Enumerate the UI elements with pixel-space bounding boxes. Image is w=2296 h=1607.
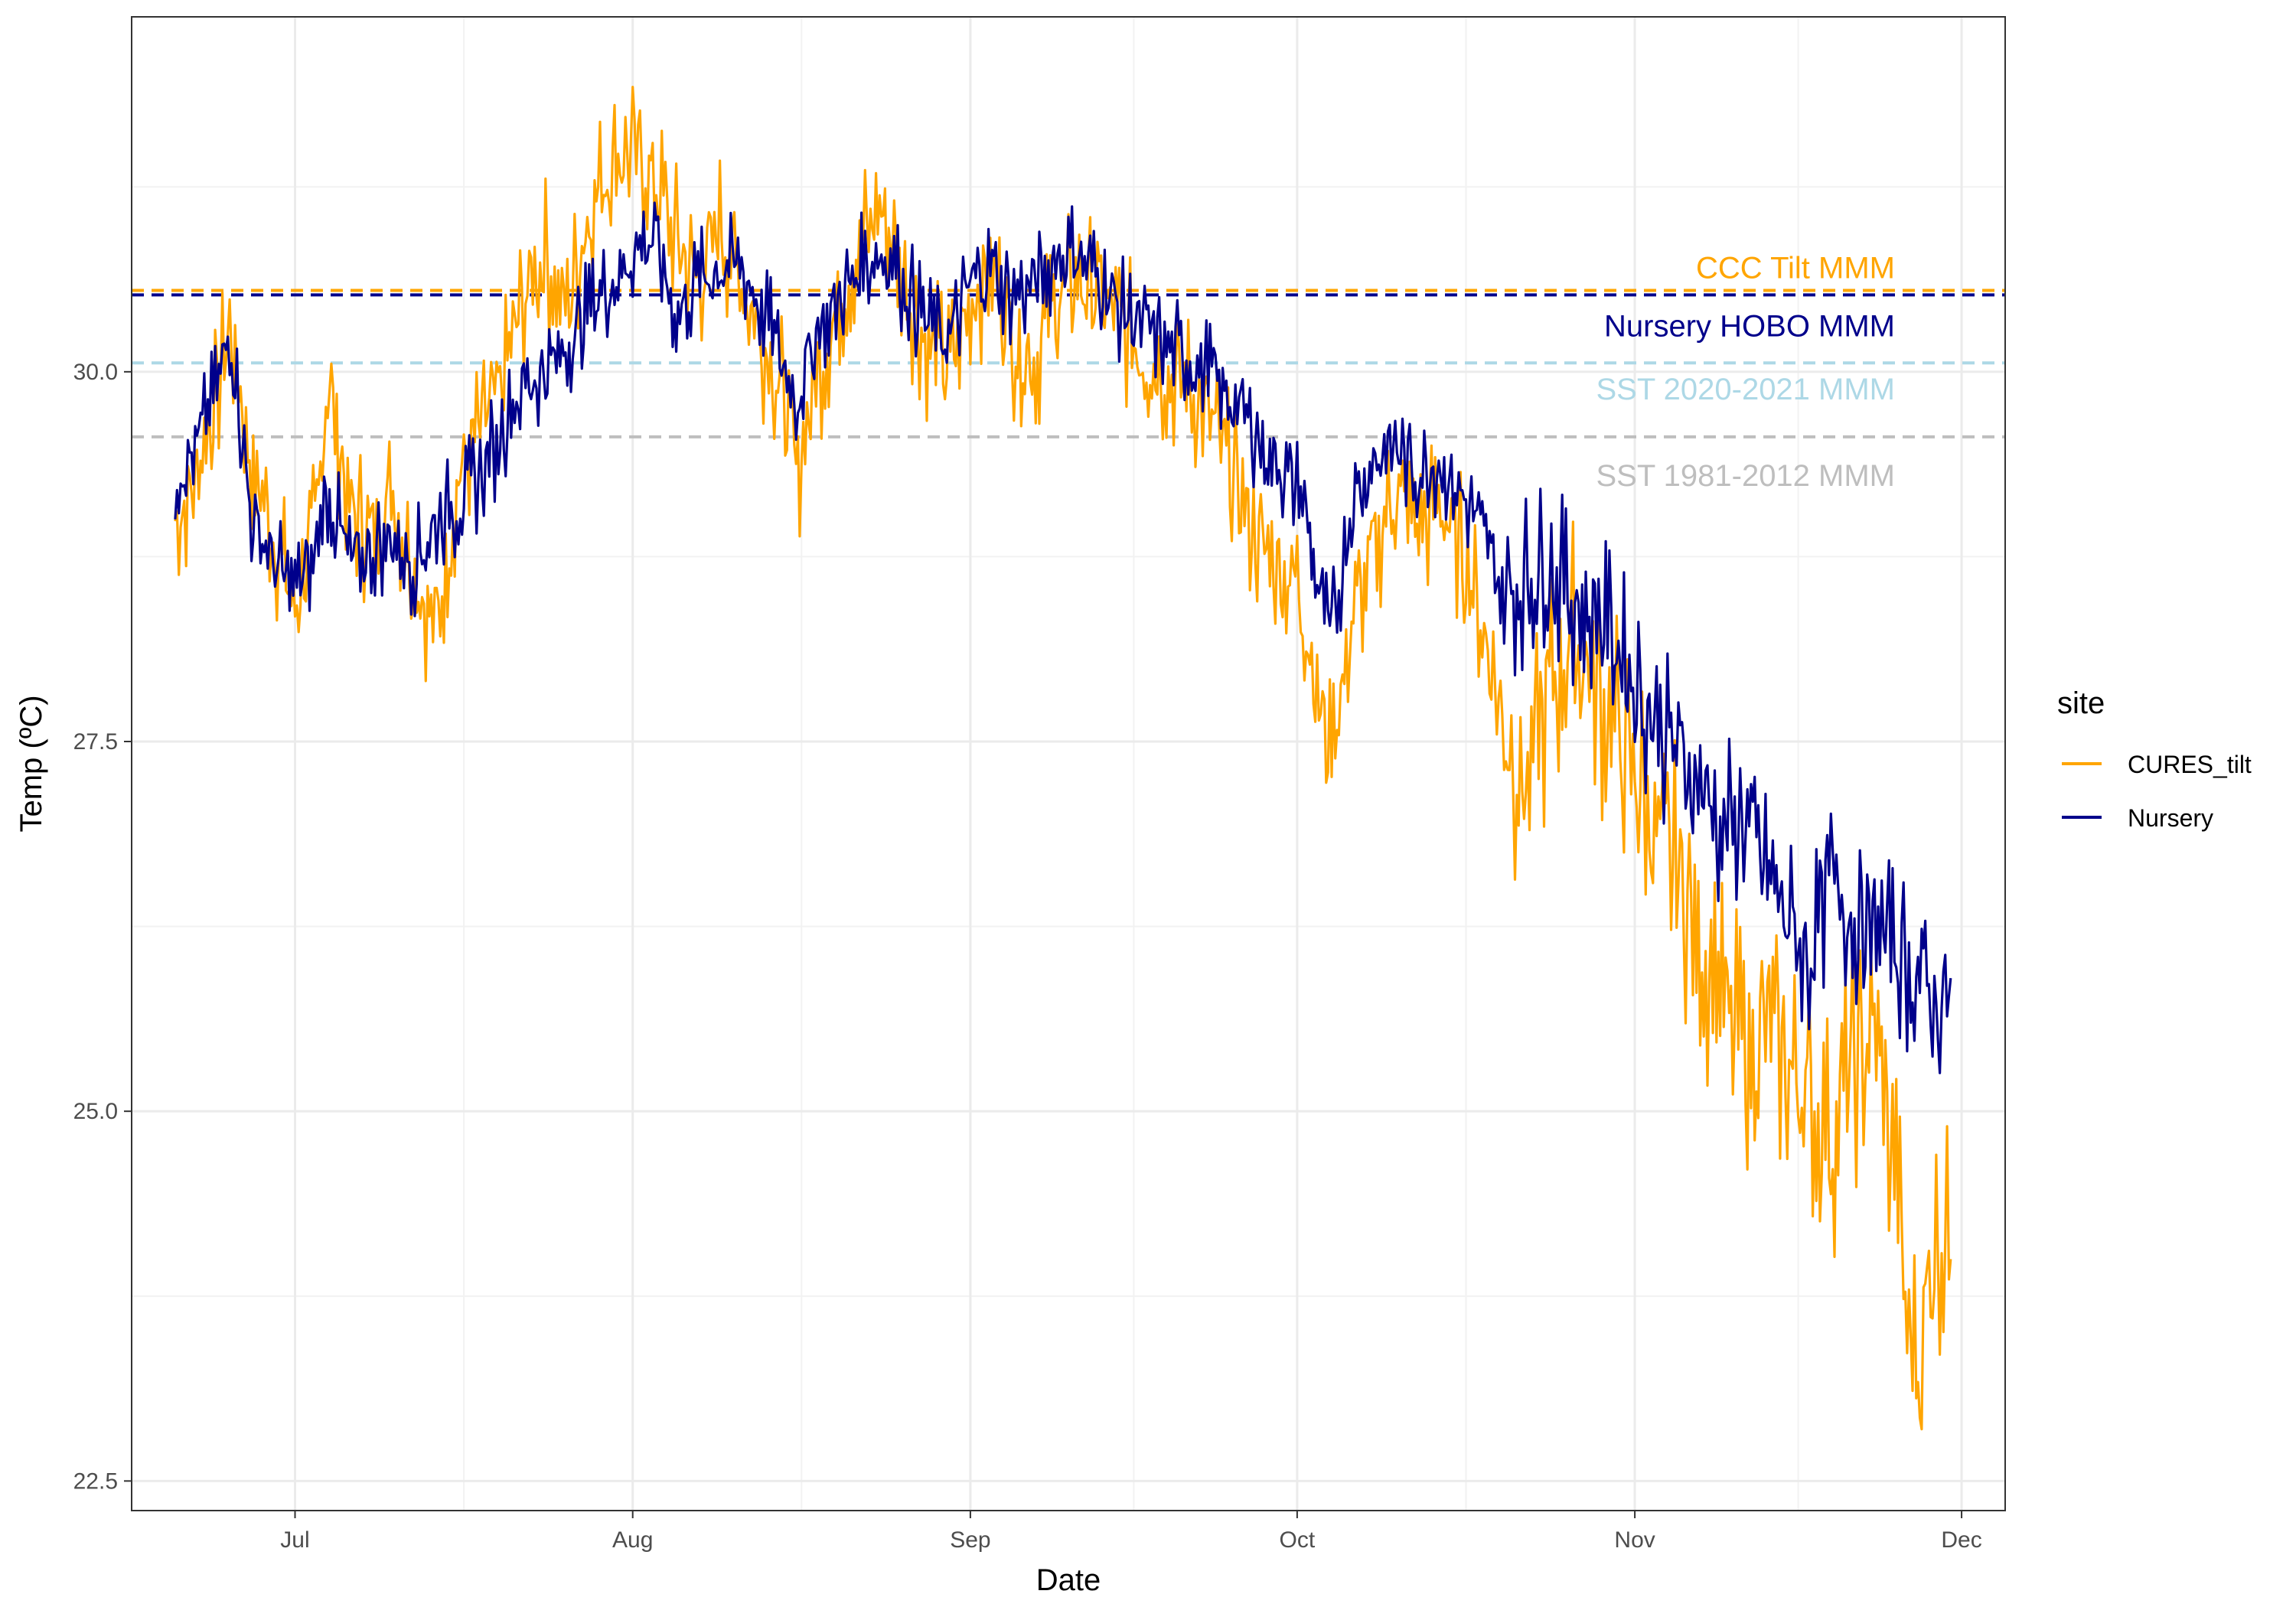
- y-tick-label: 30.0: [73, 360, 118, 385]
- y-tick-label: 27.5: [73, 729, 118, 755]
- legend-title: site: [2057, 686, 2105, 720]
- reference-line-label: Nursery HOBO MMM: [1604, 309, 1895, 343]
- x-axis-title: Date: [1036, 1563, 1101, 1597]
- x-tick-label: Dec: [1941, 1527, 1981, 1553]
- y-tick-label: 25.0: [73, 1099, 118, 1124]
- plot-panel-border: [131, 16, 2006, 1511]
- x-tick-label: Sep: [950, 1527, 990, 1553]
- grid-minor: [132, 17, 2005, 1511]
- x-axis-ticks: Jul Aug Sep Oct Nov Dec: [280, 1511, 1982, 1553]
- x-tick-label: Oct: [1280, 1527, 1316, 1553]
- series-line-nursery: [174, 201, 1952, 1074]
- y-axis-ticks: 22.5 25.0 27.5 30.0: [73, 360, 132, 1494]
- legend: site CURES_tilt Nursery: [2057, 686, 2252, 832]
- y-tick-label: 22.5: [73, 1468, 118, 1494]
- x-tick-label: Nov: [1614, 1527, 1655, 1553]
- reference-line-label: CCC Tilt MMM: [1696, 252, 1895, 285]
- legend-label-nursery: Nursery: [2128, 804, 2213, 832]
- reference-lines: CCC Tilt MMM Nursery HOBO MMM SST 2020-202…: [132, 252, 2005, 493]
- x-tick-label: Jul: [280, 1527, 309, 1553]
- legend-label-cures-tilt: CURES_tilt: [2128, 751, 2252, 778]
- series-lines: [174, 86, 1952, 1431]
- y-axis-title: Temp (ºC): [15, 695, 48, 832]
- x-tick-label: Aug: [612, 1527, 653, 1553]
- reference-line-label: SST 2020-2021 MMM: [1596, 373, 1895, 406]
- reference-line-label: SST 1981-2012 MMM: [1596, 459, 1895, 493]
